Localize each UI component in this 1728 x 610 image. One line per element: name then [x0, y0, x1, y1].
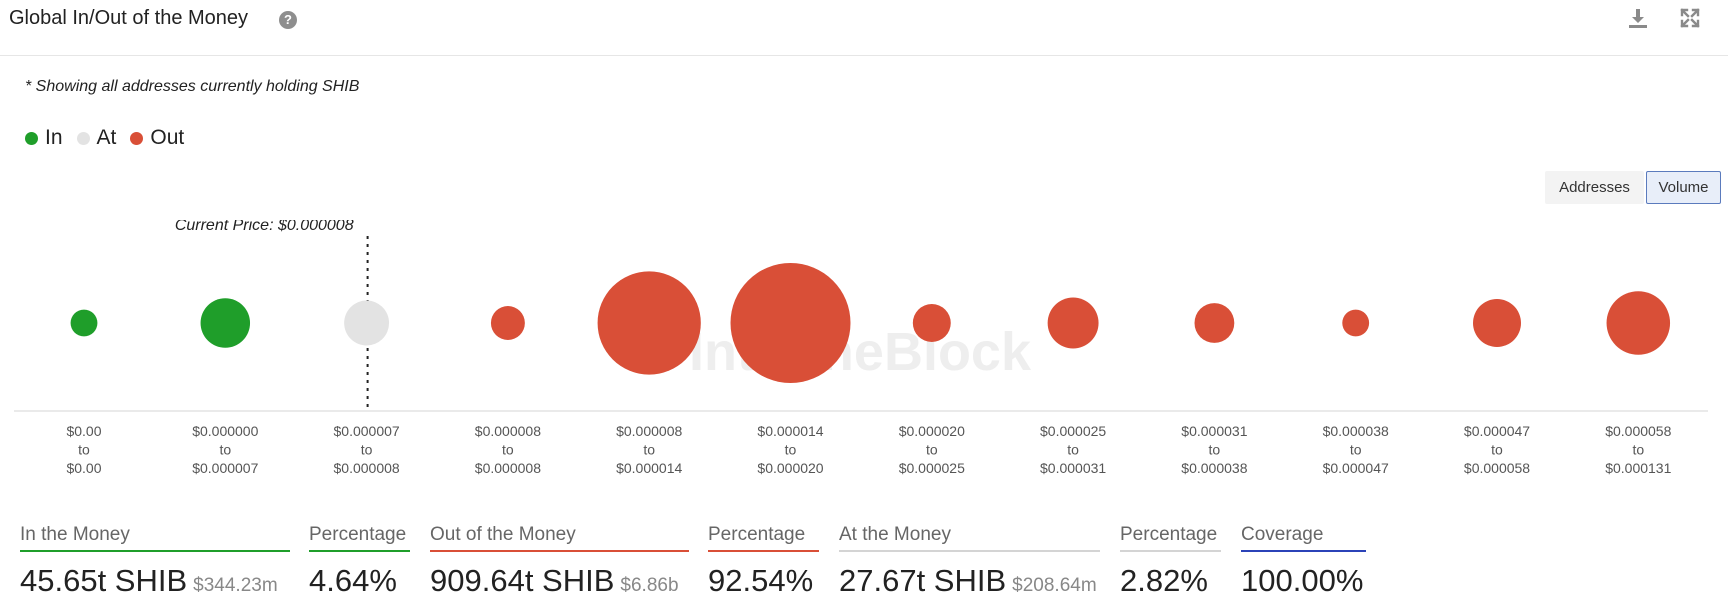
bubble-out[interactable]	[1047, 297, 1099, 349]
bubble-out[interactable]	[730, 263, 851, 383]
stat-value: 100.00%	[1241, 563, 1364, 598]
x-tick-label: $0.000058	[1464, 460, 1530, 476]
x-tick-label: to	[643, 442, 655, 458]
x-tick-label: $0.000031	[1181, 423, 1247, 439]
legend-item-in[interactable]: In	[25, 126, 63, 150]
bubble-out[interactable]	[490, 306, 525, 340]
x-tick-label: $0.000007	[334, 423, 400, 439]
legend-label-in: In	[45, 126, 63, 149]
x-tick-label: $0.000020	[899, 423, 965, 439]
download-icon[interactable]	[1626, 6, 1650, 30]
x-tick-label: $0.000008	[334, 460, 400, 476]
bubble-in[interactable]	[200, 298, 251, 348]
x-tick-label: to	[502, 442, 514, 458]
stat-value-wrap: 27.67t SHIB $208.64m	[839, 563, 1100, 599]
stat-value-wrap: 45.65t SHIB $344.23m	[20, 563, 290, 599]
bubble-out[interactable]	[1194, 303, 1235, 343]
legend-label-out: Out	[150, 126, 185, 149]
x-tick-label: $0.000058	[1605, 423, 1671, 439]
x-tick-label: $0.000008	[475, 460, 541, 476]
stat-out-of-the-money: Out of the Money 909.64t SHIB $6.86b	[430, 522, 689, 599]
stat-at-percentage: Percentage 2.82%	[1120, 522, 1221, 599]
stat-value: 45.65t SHIB	[20, 563, 188, 598]
x-tick-label: $0.000008	[616, 423, 682, 439]
x-tick-label: $0.000131	[1605, 460, 1671, 476]
stat-value: 92.54%	[708, 563, 814, 598]
x-tick-label: $0.000000	[192, 423, 258, 439]
x-tick-label: $0.00	[66, 423, 101, 439]
summary-stats: In the Money 45.65t SHIB $344.23m Percent…	[0, 522, 1728, 610]
x-tick-label: to	[785, 442, 797, 458]
stat-label: In the Money	[20, 522, 290, 552]
legend-dot-in	[25, 131, 38, 145]
volume-toggle-button[interactable]: Volume	[1646, 171, 1721, 204]
legend-item-at[interactable]: At	[76, 126, 117, 150]
stat-value: 4.64%	[309, 563, 397, 598]
legend-dot-out	[130, 131, 144, 145]
stat-at-the-money: At the Money 27.67t SHIB $208.64m	[839, 522, 1100, 599]
stat-value: 909.64t SHIB	[430, 563, 615, 598]
bubble-in[interactable]	[70, 309, 98, 337]
x-tick-label: $0.000047	[1323, 460, 1389, 476]
x-tick-label: $0.000008	[475, 423, 541, 439]
x-tick-label: $0.000038	[1323, 423, 1389, 439]
legend-label-at: At	[96, 126, 117, 149]
stat-coverage: Coverage 100.00%	[1241, 522, 1366, 599]
stat-value-wrap: 909.64t SHIB $6.86b	[430, 563, 689, 599]
x-tick-label: $0.000020	[757, 460, 823, 476]
bubble-out[interactable]	[1473, 299, 1521, 347]
stat-out-percentage: Percentage 92.54%	[708, 522, 819, 599]
x-tick-label: $0.000038	[1181, 460, 1247, 476]
bubble-out[interactable]	[597, 271, 701, 375]
stat-label: At the Money	[839, 522, 1100, 552]
legend-dot-at	[76, 131, 90, 145]
stat-label: Percentage	[1120, 522, 1221, 552]
bubble-out[interactable]	[1342, 309, 1370, 337]
addresses-toggle-button[interactable]: Addresses	[1545, 171, 1644, 204]
x-tick-label: $0.000025	[1040, 423, 1106, 439]
stat-label: Percentage	[309, 522, 410, 552]
stat-value: 2.82%	[1120, 563, 1208, 598]
stat-in-the-money: In the Money 45.65t SHIB $344.23m	[20, 522, 290, 599]
x-tick-label: to	[1350, 442, 1362, 458]
stat-sub-value: $344.23m	[193, 575, 278, 596]
x-tick-label: $0.000047	[1464, 423, 1530, 439]
x-tick-label: to	[1632, 442, 1644, 458]
help-icon[interactable]: ?	[279, 11, 297, 29]
holder-note: * Showing all addresses currently holdin…	[25, 78, 360, 95]
x-tick-label: to	[219, 442, 231, 458]
stat-sub-value: $208.64m	[1012, 575, 1097, 596]
x-tick-label: $0.00	[66, 460, 101, 476]
x-tick-label: $0.000031	[1040, 460, 1106, 476]
expand-icon[interactable]	[1678, 6, 1702, 30]
bubble-at[interactable]	[344, 300, 390, 346]
x-tick-label: $0.000025	[899, 460, 965, 476]
x-tick-label: to	[78, 442, 90, 458]
legend-item-out[interactable]: Out	[130, 126, 184, 150]
x-tick-label: $0.000007	[192, 460, 258, 476]
x-tick-label: to	[926, 442, 938, 458]
x-tick-label: to	[1067, 442, 1079, 458]
chart-header: Global In/Out of the Money ?	[0, 0, 1728, 56]
x-tick-label: to	[361, 442, 373, 458]
stat-label: Percentage	[708, 522, 819, 552]
page-title: Global In/Out of the Money	[9, 7, 249, 29]
bubble-out[interactable]	[912, 304, 951, 342]
x-tick-label: $0.000014	[616, 460, 682, 476]
stat-value: 27.67t SHIB	[839, 563, 1007, 598]
chart-legend: In At Out	[25, 126, 198, 150]
current-price-label: Current Price: $0.000008	[175, 220, 354, 234]
stat-sub-value: $6.86b	[620, 575, 679, 596]
bubble-out[interactable]	[1606, 291, 1671, 355]
x-tick-label: to	[1491, 442, 1503, 458]
x-tick-label: to	[1209, 442, 1221, 458]
stat-in-percentage: Percentage 4.64%	[309, 522, 410, 599]
stat-label: Coverage	[1241, 522, 1366, 552]
x-tick-label: $0.000014	[757, 423, 823, 439]
stat-label: Out of the Money	[430, 522, 689, 552]
